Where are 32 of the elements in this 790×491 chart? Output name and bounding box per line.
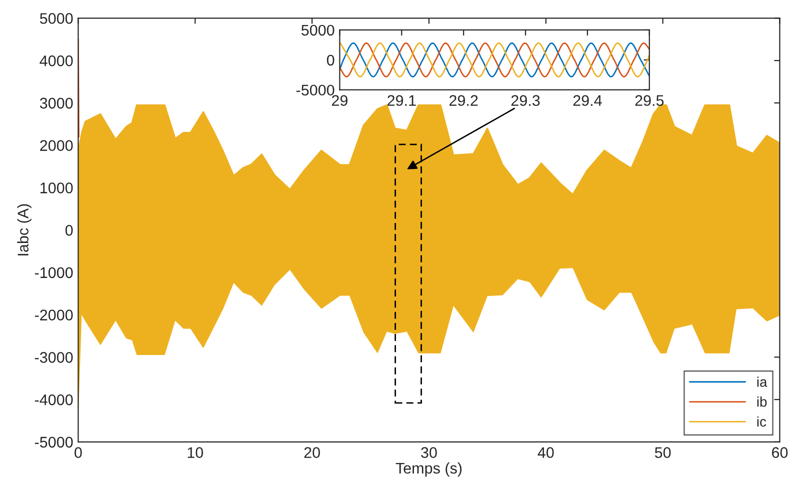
x-axis-title: Temps (s) bbox=[396, 462, 462, 477]
x-tick-label: 29.1 bbox=[388, 95, 416, 106]
legend-label: ib bbox=[757, 396, 767, 407]
y-tick-label: 3000 bbox=[40, 98, 73, 109]
y-tick-label: -1000 bbox=[34, 267, 73, 278]
y-tick-label: 0 bbox=[326, 54, 334, 66]
y-tick-label: -5000 bbox=[34, 436, 73, 448]
legend-label: ic bbox=[757, 416, 766, 427]
y-axis-title: Iabc (A) bbox=[17, 204, 32, 256]
x-tick-label: 20 bbox=[304, 447, 320, 458]
legend-label: ia bbox=[757, 376, 768, 387]
x-tick-label: 50 bbox=[654, 447, 671, 458]
x-tick-label: 40 bbox=[538, 447, 554, 458]
y-tick-label: -4000 bbox=[34, 394, 73, 406]
x-tick-label: 29.5 bbox=[635, 95, 664, 106]
x-tick-label: 10 bbox=[188, 447, 204, 458]
y-tick-label: 5000 bbox=[40, 13, 73, 24]
y-tick-label: 2000 bbox=[40, 140, 73, 151]
y-tick-label: 1000 bbox=[40, 182, 73, 194]
y-tick-label: 5000 bbox=[301, 24, 334, 36]
x-tick-label: 29.2 bbox=[449, 95, 478, 106]
x-tick-label: 30 bbox=[421, 447, 437, 458]
x-tick-label: 29 bbox=[332, 95, 348, 106]
y-tick-label: -2000 bbox=[34, 310, 73, 320]
x-tick-label: 0 bbox=[74, 447, 82, 458]
y-tick-label: -5000 bbox=[296, 84, 334, 96]
y-tick-label: 4000 bbox=[40, 55, 73, 66]
x-tick-label: 29.4 bbox=[573, 95, 602, 106]
x-tick-label: 29.3 bbox=[511, 95, 540, 106]
x-tick-label: 60 bbox=[772, 447, 788, 458]
y-tick-label: 0 bbox=[65, 224, 73, 236]
y-tick-label: -3000 bbox=[34, 352, 73, 363]
